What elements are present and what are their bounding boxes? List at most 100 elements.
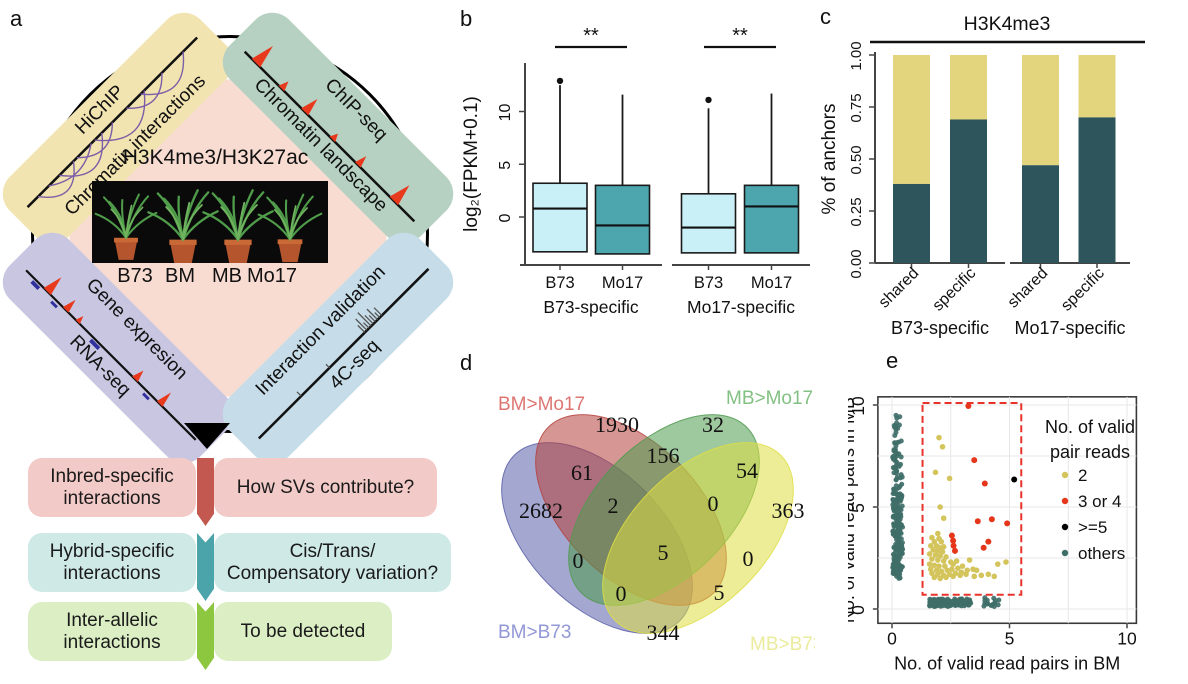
venn-count-B: 32	[702, 412, 724, 437]
scatter-point-others	[891, 490, 897, 496]
panel-e-label: e	[886, 348, 899, 373]
scatter-point-others	[930, 598, 936, 604]
bar-segment-top	[950, 55, 987, 120]
scatter-point-others	[895, 508, 901, 514]
flow-right-2-line2: Compensatory variation?	[226, 562, 439, 584]
scatter-point-others	[955, 600, 961, 606]
scatter-point-2	[940, 543, 947, 550]
venn-count-ABD: 0	[708, 491, 719, 516]
y-tick-label: 0.25	[848, 197, 865, 226]
venn-set-label-MB>Mo17: MB>Mo17	[726, 390, 813, 409]
ribbon-chipseq: ChIP-seq Chromatin landscape	[212, 2, 464, 254]
flow-left-1-line1: Inbred-specific	[50, 466, 174, 488]
scatter-point-2	[929, 556, 935, 562]
scatter-point-others	[896, 552, 902, 558]
scatter-point-others	[899, 503, 905, 509]
legend-title: No. of valid	[1045, 417, 1135, 437]
scatter-point-others	[927, 601, 933, 607]
box	[743, 184, 800, 254]
legend-dot-2	[1061, 471, 1069, 479]
scatter-point-3or4	[1004, 520, 1011, 527]
bar-segment-bottom	[1022, 165, 1059, 263]
venn-count-BD: 54	[736, 458, 758, 483]
y-tick-label: 0	[497, 213, 514, 222]
y-tick-label: 0	[848, 605, 868, 615]
highlight-box	[921, 401, 1023, 596]
scatter-point-others	[894, 415, 900, 421]
scatter-point-others	[897, 571, 903, 577]
scatter-point-2	[978, 572, 985, 579]
y-tick-label: 0.00	[848, 249, 865, 278]
scatter-point-5plus	[1011, 476, 1018, 483]
venn-count-ABCD: 5	[658, 540, 669, 565]
venn-count-BC: 0	[573, 548, 584, 573]
scatter-point-2	[931, 562, 938, 568]
venn-count-ABC: 2	[608, 493, 619, 518]
scatter-point-2	[936, 563, 942, 569]
plants-photo	[92, 181, 328, 267]
scatter-point-others	[988, 603, 994, 609]
scatter-point-2	[929, 570, 935, 577]
flow-left-box-1: Inbred-specific interactions	[28, 458, 196, 517]
scatter-point-2	[927, 542, 934, 549]
y-axis-title: log₂(FPKM+0.1)	[461, 96, 482, 232]
scatter-point-2	[937, 553, 943, 559]
y-tick-label: 5	[848, 503, 868, 513]
flow-left-2-line2: interactions	[63, 562, 161, 584]
chip-peaks-icon	[243, 45, 416, 223]
scatter-point-others	[890, 497, 896, 503]
y-tick-label: 0.50	[848, 145, 865, 174]
scatter-point-3or4	[948, 532, 955, 539]
scatter-point-others	[894, 420, 900, 426]
scatter-point-3or4	[951, 547, 958, 554]
scatter-point-others	[893, 483, 899, 489]
venn-count-C: 2682	[519, 498, 563, 523]
x-tick-label: Mo17	[751, 274, 792, 292]
venn-set-label-MB>B73: MB>B73	[750, 634, 815, 655]
y-axis-title: No. of valid read pairs in MB	[848, 397, 858, 623]
plant-label-bm: BM	[165, 265, 195, 287]
scatter-point-others	[897, 512, 903, 518]
rna-peaks-icon	[25, 269, 197, 441]
box	[594, 184, 651, 255]
ribbon-rnaseq: Gene expresion RNA-seq	[0, 222, 244, 474]
panel-b-label: b	[460, 6, 473, 31]
flow-arrow-3	[197, 602, 214, 670]
scatter-point-others	[898, 542, 904, 548]
bar-segment-bottom	[893, 183, 930, 263]
scatter-point-3or4	[950, 542, 957, 549]
significance-stars: **	[583, 25, 599, 47]
x-tick-label: 10	[1117, 628, 1137, 648]
bar-segment-bottom	[950, 119, 987, 263]
y-axis-title: % of anchors	[819, 104, 840, 215]
scatter-point-others	[891, 453, 897, 459]
scatter-point-others	[982, 600, 988, 606]
scatter-point-others	[891, 544, 897, 550]
flow-right-box-1: How SVs contribute?	[214, 458, 437, 517]
scatter-point-2	[935, 548, 941, 554]
scatter-point-others	[898, 438, 904, 444]
scatter-point-others	[996, 597, 1002, 603]
scatter-point-others	[893, 429, 899, 435]
4c-track-icon	[257, 267, 430, 440]
scatter-point-others	[895, 537, 901, 543]
scatter-point-others	[894, 559, 900, 565]
bar-segment-top	[1022, 55, 1059, 166]
scatter-point-3or4	[985, 538, 992, 545]
ribbon-hichip: HiChIP Chromatin interactions	[0, 2, 244, 254]
outlier-point	[705, 96, 712, 104]
scatter-point-3or4	[988, 516, 995, 523]
scatter-point-2	[949, 566, 955, 573]
scatter-point-others	[890, 570, 896, 576]
scatter-point-2	[932, 552, 939, 558]
scatter-point-others	[899, 474, 905, 480]
down-triangle-icon	[184, 423, 230, 449]
scatter-point-2	[940, 515, 947, 522]
scatter-point-2	[938, 538, 945, 545]
scatter-point-3or4	[965, 403, 972, 410]
scatter-point-3or4	[974, 518, 981, 525]
scatter-point-2	[926, 551, 933, 557]
flow-left-1-line2: interactions	[63, 487, 161, 509]
x-tick-label: Mo17	[602, 274, 643, 292]
panel-c-label: c	[820, 4, 831, 29]
